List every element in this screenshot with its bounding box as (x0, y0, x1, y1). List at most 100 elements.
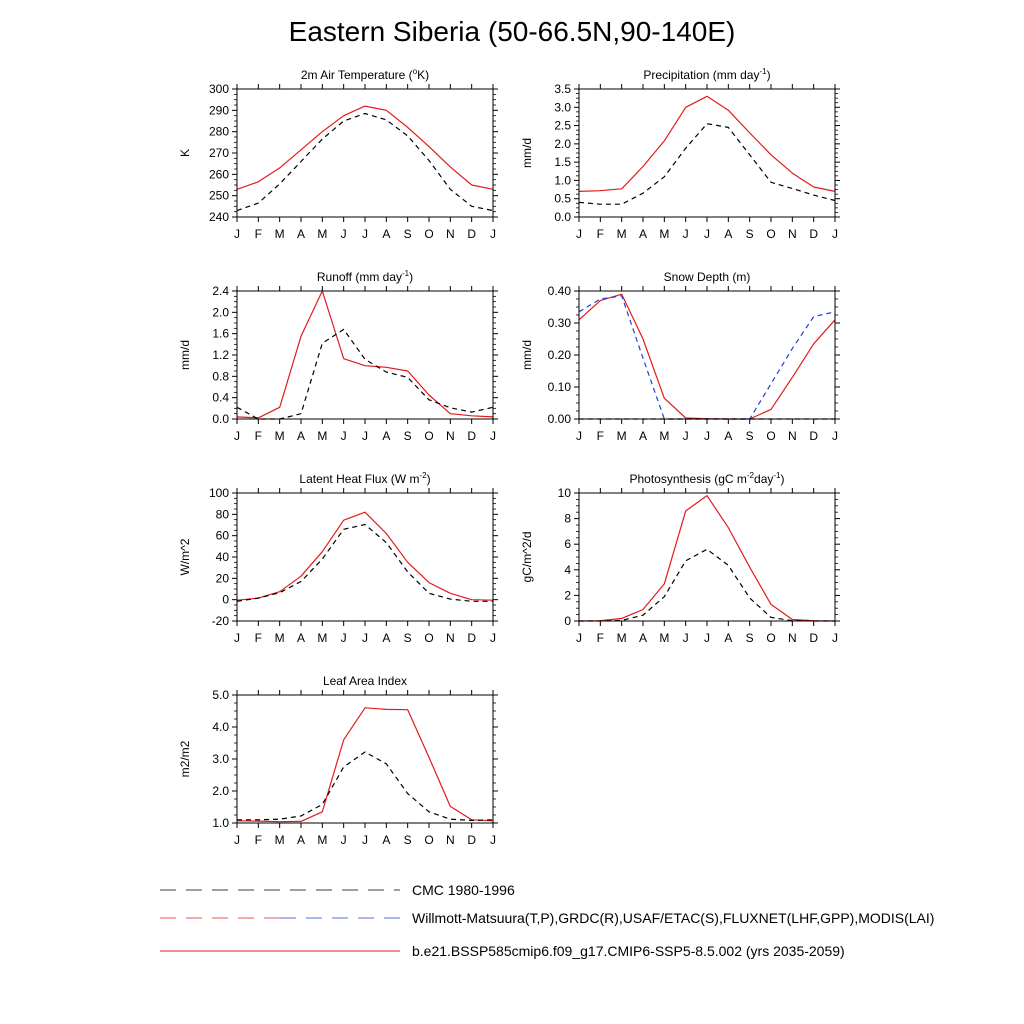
x-tick-label: J (704, 429, 710, 443)
x-tick-label: J (832, 429, 838, 443)
x-tick-label: J (362, 227, 368, 241)
series-line-obs (578, 123, 836, 205)
plot-frame (236, 492, 494, 622)
panel-snow-depth: Snow Depth (m) mm/d 0.00 0.10 0.20 0.30 0.40 J F… (520, 270, 840, 443)
x-tick-label: F (255, 429, 262, 443)
x-tick-label: O (766, 429, 775, 443)
x-tick-label: J (704, 631, 710, 645)
y-tick-label: 100 (209, 486, 229, 500)
x-tick-label: O (424, 429, 433, 443)
y-tick-label: 280 (209, 125, 229, 139)
series-line-obs (578, 295, 836, 420)
series-line-obs (236, 328, 494, 420)
y-axis-label: m2/m2 (178, 740, 192, 777)
y-tick-label: 260 (209, 167, 229, 181)
x-tick-label: S (746, 227, 754, 241)
x-tick-label: S (404, 227, 412, 241)
series-line-model (578, 293, 836, 420)
y-tick-label: 0 (222, 593, 229, 607)
x-tick-label: J (234, 631, 240, 645)
panel-air-temperature: 2m Air Temperature (oK) K 240 250 260 270 280 2… (178, 67, 498, 241)
x-tick-label: S (746, 429, 754, 443)
x-tick-label: A (639, 631, 647, 645)
x-tick-label: A (297, 631, 305, 645)
x-tick-label: A (382, 631, 390, 645)
y-tick-label: 300 (209, 82, 229, 96)
series-line-model (578, 95, 836, 192)
x-tick-label: A (382, 833, 390, 847)
y-axis-label: mm/d (520, 138, 534, 168)
x-tick-label: D (467, 227, 476, 241)
x-tick-label: M (317, 833, 327, 847)
panel-title: Runoff (mm day-1) (317, 269, 413, 284)
x-tick-label: S (404, 631, 412, 645)
x-tick-label: F (255, 631, 262, 645)
x-tick-label: A (382, 227, 390, 241)
x-tick-label: O (424, 227, 433, 241)
figure-title: Eastern Siberia (50-66.5N,90-140E) (288, 16, 736, 47)
x-tick-label: J (362, 631, 368, 645)
y-tick-label: 0.0 (212, 412, 229, 426)
series-line-model (578, 495, 836, 622)
plot-frame (236, 88, 494, 218)
y-tick-label: 0.40 (548, 284, 572, 298)
y-tick-label: 4 (564, 563, 571, 577)
legend-label: b.e21.BSSP585cmip6.f09_g17.CMIP6-SSP5-8.… (412, 943, 845, 959)
x-tick-label: M (617, 631, 627, 645)
panel-photosynthesis: Photosynthesis (gC m-2day-1) gC/m^2/d 0 2 4 6… (520, 471, 840, 645)
y-tick-label: 0.20 (548, 348, 572, 362)
y-tick-label: 1.6 (212, 327, 229, 341)
x-tick-label: J (362, 833, 368, 847)
x-tick-label: M (617, 429, 627, 443)
legend-label: Willmott-Matsuura(T,P),GRDC(R),USAF/ETAC… (412, 910, 934, 926)
y-axis-label: K (178, 149, 192, 157)
plot-frame (578, 88, 836, 218)
x-tick-label: J (362, 429, 368, 443)
x-tick-label: D (809, 429, 818, 443)
x-tick-label: N (446, 429, 455, 443)
x-tick-label: F (255, 833, 262, 847)
series-line-model (236, 290, 494, 419)
x-tick-label: M (317, 429, 327, 443)
y-tick-label: 2.5 (554, 119, 571, 133)
y-tick-label: 1.2 (212, 348, 229, 362)
x-tick-label: A (639, 429, 647, 443)
x-tick-label: N (788, 429, 797, 443)
y-tick-label: 6 (564, 537, 571, 551)
y-axis-label: mm/d (178, 340, 192, 370)
x-tick-label: M (317, 227, 327, 241)
y-tick-label: 5.0 (212, 688, 229, 702)
series-line-model (236, 511, 494, 601)
x-tick-label: M (275, 833, 285, 847)
x-tick-label: N (446, 833, 455, 847)
x-tick-label: N (788, 631, 797, 645)
series-line-obs (236, 523, 493, 602)
x-tick-label: A (297, 833, 305, 847)
x-tick-label: M (659, 429, 669, 443)
x-tick-label: J (341, 631, 347, 645)
y-tick-label: 0.0 (554, 210, 571, 224)
y-tick-label: 10 (558, 486, 572, 500)
y-tick-label: 2.0 (212, 784, 229, 798)
x-tick-label: J (704, 227, 710, 241)
y-tick-label: 3.5 (554, 82, 571, 96)
x-tick-label: S (404, 833, 412, 847)
y-tick-label: 0.00 (548, 412, 572, 426)
y-tick-label: 40 (216, 550, 230, 564)
y-axis-label: mm/d (520, 340, 534, 370)
y-tick-label: 60 (216, 529, 230, 543)
x-tick-label: D (809, 631, 818, 645)
y-axis-label: W/m^2 (178, 538, 192, 575)
plot-frame (578, 492, 836, 622)
x-tick-label: J (576, 227, 582, 241)
y-tick-label: 2.0 (554, 137, 571, 151)
x-tick-label: A (382, 429, 390, 443)
y-tick-label: 2.4 (212, 284, 229, 298)
x-tick-label: F (597, 429, 604, 443)
x-tick-label: J (683, 227, 689, 241)
x-tick-label: O (424, 833, 433, 847)
x-tick-label: N (446, 227, 455, 241)
series-line-model (236, 105, 494, 190)
x-tick-label: J (576, 631, 582, 645)
panel-latent-heat-flux: Latent Heat Flux (W m-2) W/m^2 -20 0 20 40 60 8… (178, 471, 498, 645)
